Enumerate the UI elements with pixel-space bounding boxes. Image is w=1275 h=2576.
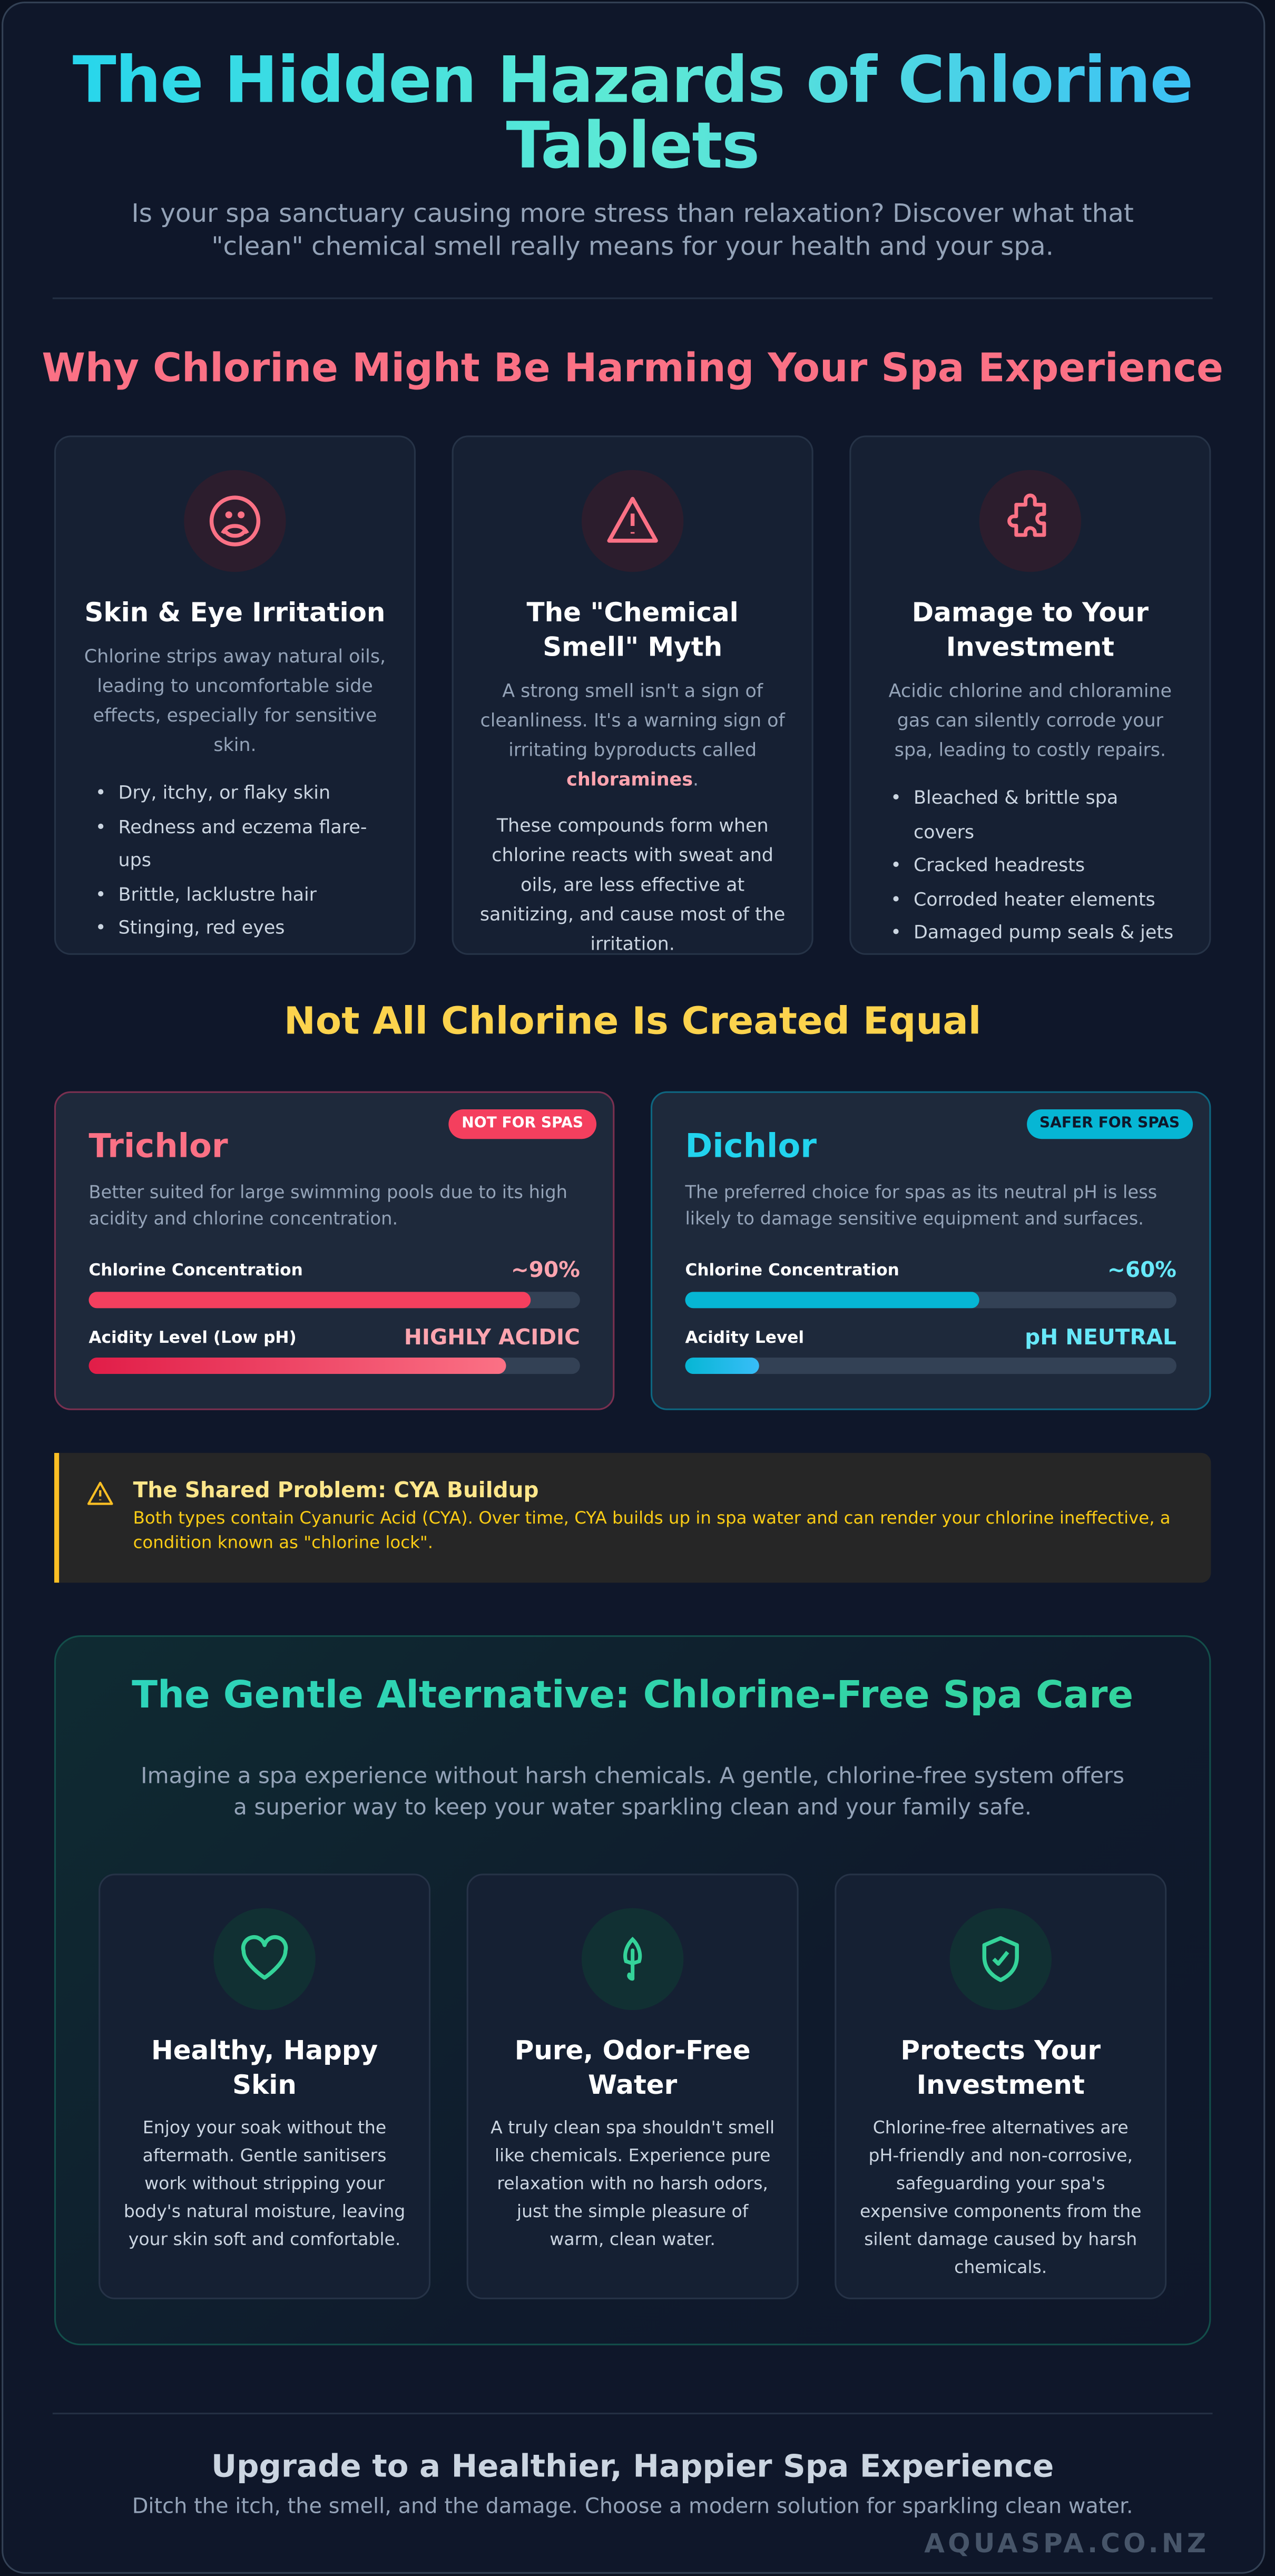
acidity-fill bbox=[89, 1357, 506, 1374]
list-item: Cracked headrests bbox=[887, 850, 1183, 883]
trichlor-desc: Better suited for large swimming pools d… bbox=[89, 1182, 567, 1229]
watermark: AQUASPA.CO.NZ bbox=[924, 2528, 1210, 2559]
card-body-2: These compounds form when chlorine react… bbox=[479, 815, 786, 955]
concentration-value: ~60% bbox=[1107, 1258, 1176, 1284]
concentration-fill bbox=[685, 1292, 980, 1309]
concentration-label: Chlorine Concentration bbox=[685, 1262, 899, 1281]
puzzle-icon bbox=[979, 470, 1082, 572]
warning-icon bbox=[581, 470, 684, 572]
shield-check-icon bbox=[949, 1908, 1052, 2011]
page-header: The Hidden Hazards of Chlorine Tablets I… bbox=[19, 48, 1245, 263]
card-body: Enjoy your soak without the aftermath. G… bbox=[123, 2118, 406, 2250]
divider bbox=[52, 297, 1213, 299]
footer-heading: Upgrade to a Healthier, Happier Spa Expe… bbox=[211, 2448, 1054, 2485]
acidity-value: HIGHLY ACIDIC bbox=[404, 1326, 580, 1351]
benefit-card-skin: Healthy, Happy Skin Enjoy your soak with… bbox=[99, 1874, 431, 2299]
concentration-label: Chlorine Concentration bbox=[89, 1262, 303, 1281]
harm-card-damage: Damage to Your Investment Acidic chlorin… bbox=[849, 435, 1211, 955]
trichlor-title: Trichlor bbox=[89, 1126, 228, 1166]
cya-alert: The Shared Problem: CYA Buildup Both typ… bbox=[54, 1452, 1211, 1583]
concentration-value: ~90% bbox=[511, 1258, 580, 1284]
card-body: Chlorine-free alternatives are pH-friend… bbox=[859, 2118, 1142, 2278]
not-for-spas-badge: NOT FOR SPAS bbox=[448, 1109, 597, 1139]
alert-title: The Shared Problem: CYA Buildup bbox=[133, 1479, 539, 1504]
alert-body: Both types contain Cyanuric Acid (CYA). … bbox=[133, 1508, 1171, 1554]
list-item: Dry, itchy, or flaky skin bbox=[92, 777, 388, 811]
acidity-fill bbox=[685, 1357, 759, 1374]
dichlor-card: SAFER FOR SPAS Dichlor The preferred cho… bbox=[650, 1091, 1211, 1410]
concentration-bar bbox=[685, 1292, 1176, 1309]
compare-heading: Not All Chlorine Is Created Equal bbox=[283, 1001, 982, 1044]
dichlor-title: Dichlor bbox=[685, 1126, 817, 1166]
card-title: Damage to Your Investment bbox=[911, 597, 1149, 662]
heart-icon bbox=[213, 1908, 316, 2011]
body-text: A strong smell isn't a sign of cleanline… bbox=[480, 680, 785, 761]
page-subtitle: Is your spa sanctuary causing more stres… bbox=[131, 199, 1134, 261]
card-body: Acidic chlorine and chloramine gas can s… bbox=[888, 680, 1172, 761]
list-item: Damaged pump seals & jets bbox=[887, 917, 1183, 951]
alternative-heading: The Gentle Alternative: Chlorine-Free Sp… bbox=[0, 1675, 1265, 1718]
acidity-bar bbox=[89, 1357, 580, 1374]
trichlor-card: NOT FOR SPAS Trichlor Better suited for … bbox=[54, 1091, 615, 1410]
list-item: Brittle, lacklustre hair bbox=[92, 879, 388, 912]
dichlor-desc: The preferred choice for spas as its neu… bbox=[685, 1182, 1158, 1229]
benefit-card-water: Pure, Odor-Free Water A truly clean spa … bbox=[466, 1874, 799, 2299]
chloramines-highlight: chloramines bbox=[566, 769, 693, 791]
page-title: The Hidden Hazards of Chlorine Tablets bbox=[19, 48, 1245, 181]
benefit-card-investment: Protects Your Investment Chlorine-free a… bbox=[835, 1874, 1167, 2299]
acidity-bar bbox=[685, 1357, 1176, 1374]
damage-list: Bleached & brittle spa covers Cracked he… bbox=[877, 782, 1183, 951]
sad-face-icon bbox=[184, 470, 286, 572]
acidity-label: Acidity Level bbox=[685, 1329, 805, 1348]
leaf-icon bbox=[581, 1908, 684, 2011]
list-item: Redness and eczema flare-ups bbox=[92, 811, 388, 879]
list-item: Stinging, red eyes bbox=[92, 912, 388, 946]
footer-subtext: Ditch the itch, the smell, and the damag… bbox=[132, 2495, 1133, 2520]
alternative-intro: Imagine a spa experience without harsh c… bbox=[141, 1763, 1125, 1821]
body-text: . bbox=[692, 769, 699, 791]
harm-card-smell: The "Chemical Smell" Myth A strong smell… bbox=[452, 435, 813, 955]
card-title: Protects Your Investment bbox=[900, 2034, 1101, 2101]
concentration-fill bbox=[89, 1292, 531, 1309]
acidity-value: pH NEUTRAL bbox=[1025, 1326, 1176, 1351]
card-body: Chlorine strips away natural oils, leadi… bbox=[84, 646, 386, 756]
card-title: Pure, Odor-Free Water bbox=[514, 2034, 751, 2101]
symptom-list: Dry, itchy, or flaky skin Redness and ec… bbox=[82, 777, 388, 946]
acidity-label: Acidity Level (Low pH) bbox=[89, 1329, 297, 1348]
list-item: Corroded heater elements bbox=[887, 883, 1183, 917]
card-title: The "Chemical Smell" Myth bbox=[526, 597, 739, 662]
warning-icon bbox=[87, 1481, 113, 1505]
card-title: Healthy, Happy Skin bbox=[151, 2034, 378, 2101]
safer-for-spas-badge: SAFER FOR SPAS bbox=[1026, 1109, 1193, 1139]
list-item: Bleached & brittle spa covers bbox=[887, 782, 1183, 850]
card-body: A strong smell isn't a sign of cleanline… bbox=[480, 677, 786, 796]
footer: Upgrade to a Healthier, Happier Spa Expe… bbox=[0, 2447, 1265, 2561]
divider bbox=[52, 2413, 1213, 2415]
card-title: Skin & Eye Irritation bbox=[84, 597, 386, 628]
concentration-bar bbox=[89, 1292, 580, 1309]
harms-heading: Why Chlorine Might Be Harming Your Spa E… bbox=[42, 345, 1223, 392]
card-body: A truly clean spa shouldn't smell like c… bbox=[491, 2118, 775, 2250]
harm-card-skin: Skin & Eye Irritation Chlorine strips aw… bbox=[54, 435, 416, 955]
